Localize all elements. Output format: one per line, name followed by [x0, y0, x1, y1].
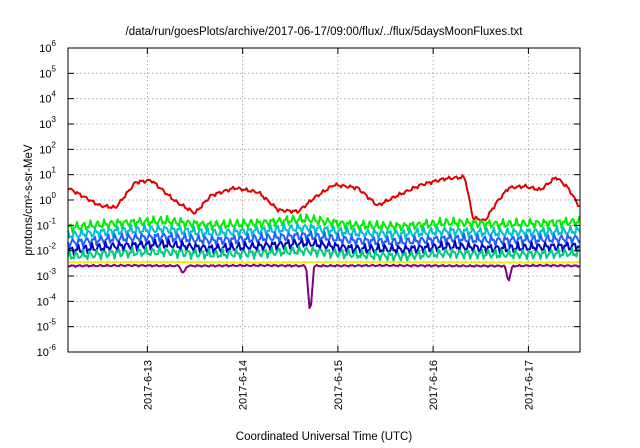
y-tick-label: 10-6 — [37, 343, 57, 359]
series-line-2 — [67, 213, 581, 234]
x-tick-label: 2017-6-14 — [238, 360, 250, 410]
y-tick-label: 105 — [39, 64, 56, 80]
series-line-8 — [67, 263, 581, 309]
x-tick-label: 2017-6-13 — [142, 360, 154, 410]
axes: 10-6 10-5 10-4 10-3 10-2 10-1 100 101 102 103 104 1… — [37, 39, 580, 410]
y-tick-label: 106 — [39, 39, 56, 55]
data-series — [67, 174, 581, 309]
series-line-4 — [67, 230, 581, 249]
x-tick-label: 2017-6-15 — [333, 360, 345, 410]
y-tick-label: 10-2 — [37, 242, 57, 258]
y-axis-label: protons/cm²-s-sr-MeV — [23, 144, 35, 256]
series-line-1 — [67, 174, 580, 223]
x-tick-label: 2017-6-16 — [428, 360, 440, 410]
y-tick-label: 103 — [39, 115, 56, 131]
y-tick-label: 10-1 — [37, 216, 57, 232]
y-tick-label: 102 — [39, 140, 56, 156]
y-tick-label: 104 — [39, 90, 56, 106]
x-axis-label: Coordinated Universal Time (UTC) — [236, 431, 413, 443]
series-line-7 — [68, 260, 580, 264]
y-tick-label: 101 — [39, 166, 56, 182]
y-tick-label: 100 — [39, 191, 56, 207]
y-tick-label: 10-5 — [37, 318, 57, 334]
y-tick-label: 10-4 — [37, 292, 57, 308]
series-line-6 — [67, 244, 581, 263]
y-tick-label: 10-3 — [37, 267, 57, 283]
x-tick-label: 2017-6-17 — [523, 360, 535, 410]
chart-title: /data/run/goesPlots/archive/2017-06-17/0… — [126, 26, 524, 38]
series-line-3 — [67, 222, 581, 241]
gridlines — [68, 48, 580, 352]
